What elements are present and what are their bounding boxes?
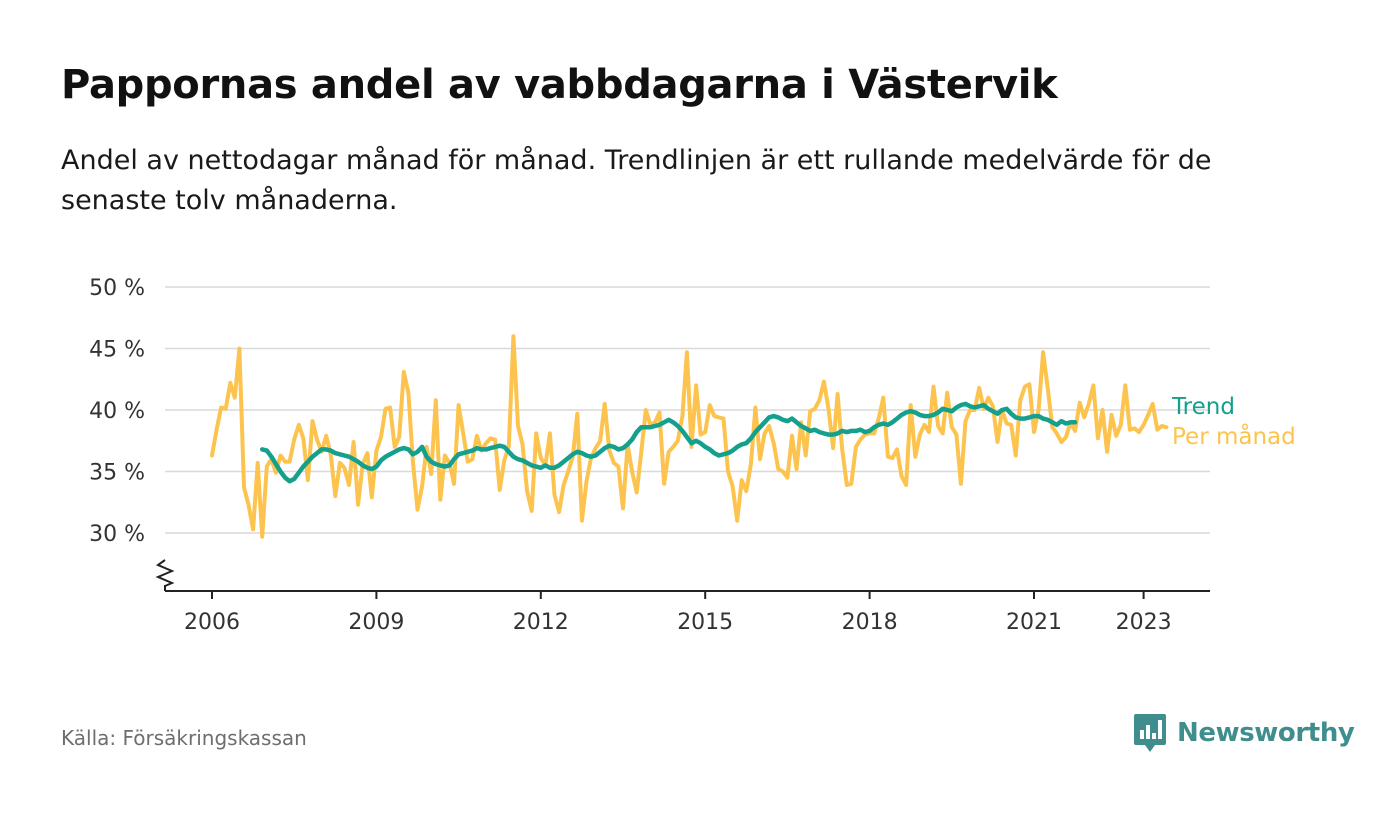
- x-tick-label: 2006: [184, 610, 240, 635]
- brand-logo: Newsworthy: [1133, 712, 1355, 754]
- legend-label-trend: Trend: [1171, 394, 1235, 420]
- legend-label-per-manad: Per månad: [1172, 422, 1296, 450]
- x-tick-label: 2009: [348, 610, 404, 635]
- x-tick-label: 2023: [1116, 610, 1172, 635]
- axis-break-icon: [155, 559, 175, 587]
- y-tick-label: 35 %: [89, 461, 145, 486]
- series-line-trend: [259, 401, 1078, 484]
- y-tick-label: 40 %: [89, 399, 145, 424]
- x-tick-label: 2018: [842, 610, 898, 635]
- source-note: Källa: Försäkringskassan: [61, 726, 307, 750]
- y-tick-label: 50 %: [89, 276, 145, 301]
- x-tick-label: 2015: [677, 610, 733, 635]
- chart-title: Pappornas andel av vabbdagarna i Västerv…: [61, 62, 1058, 108]
- series-line-per-manad: [210, 334, 1169, 539]
- y-tick-label: 45 %: [89, 338, 145, 363]
- x-tick-label: 2021: [1006, 610, 1062, 635]
- newsworthy-logo-icon: [1134, 714, 1166, 752]
- chart-subtitle: Andel av nettodagar månad för månad. Tre…: [61, 145, 1212, 216]
- y-tick-label: 30 %: [89, 522, 145, 547]
- x-tick-label: 2012: [513, 610, 569, 635]
- brand-name: Newsworthy: [1177, 718, 1355, 748]
